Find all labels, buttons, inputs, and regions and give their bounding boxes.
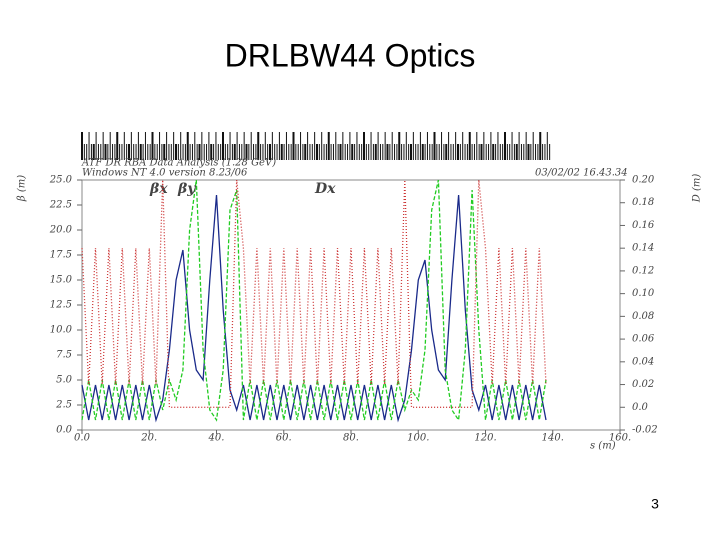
y-tick-label: 25.0	[49, 175, 73, 186]
page-number: 3	[651, 496, 659, 512]
y-tick-label: 5.0	[56, 375, 73, 386]
y2-tick-label: 0.18	[632, 197, 654, 208]
y-axis-label: β (m)	[17, 175, 28, 202]
x-axis-label: s (m)	[590, 441, 616, 452]
y-tick-label: 0.0	[56, 425, 73, 436]
y2-tick-label: 0.08	[632, 311, 654, 322]
legend-label: βx	[149, 181, 168, 197]
y-tick-label: 20.0	[49, 225, 73, 236]
y2-tick-label: 0.16	[632, 220, 655, 231]
y-tick-label: 15.0	[50, 275, 73, 286]
y2-tick-label: 0.04	[632, 356, 654, 367]
y2-axis-label: D (m)	[692, 174, 703, 204]
y2-tick-label: 0.14	[632, 243, 654, 254]
y2-tick-label: 0.10	[632, 288, 655, 299]
y-tick-label: 17.5	[50, 250, 72, 261]
y2-tick-label: 0.20	[632, 175, 655, 186]
header-line: Windows NT 4.0 version 8.23/06	[82, 168, 248, 179]
x-tick-label: 20.	[140, 433, 157, 444]
series-line	[81, 179, 547, 422]
x-tick-label: 80.	[343, 433, 359, 444]
header-date: 03/02/02 16.43.34	[535, 168, 628, 179]
y2-tick-label: 0.02	[632, 379, 654, 390]
series-line	[81, 194, 547, 423]
y-tick-label: 2.5	[55, 400, 72, 411]
y-tick-label: 7.5	[56, 350, 72, 361]
x-tick-label: 120.	[474, 433, 496, 444]
x-tick-label: 160.	[609, 433, 631, 444]
x-tick-label: 140.	[542, 433, 564, 444]
plot-frame	[81, 179, 621, 431]
y-tick-label: 22.5	[49, 200, 72, 211]
series-line	[81, 179, 547, 408]
y2-tick-label: 0.06	[632, 334, 655, 345]
x-tick-label: 60.	[276, 433, 292, 444]
x-tick-label: 0.0	[74, 433, 91, 444]
lattice-layout	[81, 132, 551, 160]
y-tick-label: 10.0	[50, 325, 73, 336]
y2-tick-label: 0.0	[632, 402, 649, 413]
y2-tick-label: -0.02	[632, 425, 658, 436]
legend-label: βy	[177, 181, 196, 197]
header-line: ATF DR RBA Data Analysis (1.28 GeV)	[81, 158, 276, 169]
slide-title: DRLBW44 Optics	[225, 37, 476, 73]
x-tick-label: 100.	[407, 433, 429, 444]
y-tick-label: 12.5	[50, 300, 72, 311]
legend-label: Dx	[314, 181, 336, 197]
x-tick-label: 40.	[208, 433, 225, 444]
y2-tick-label: 0.12	[632, 265, 654, 276]
